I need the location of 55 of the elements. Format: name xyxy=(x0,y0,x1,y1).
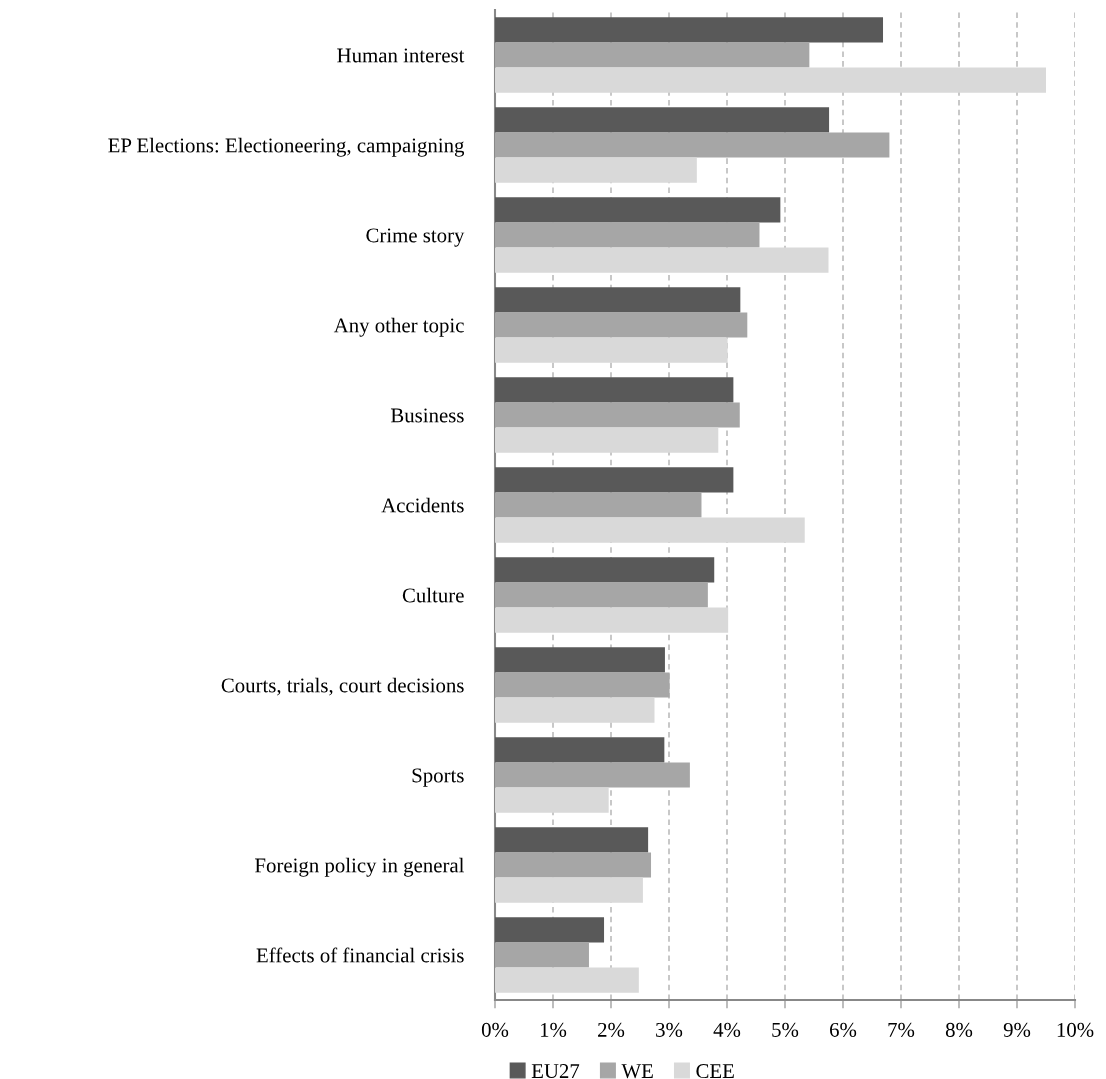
x-tick-label: 6% xyxy=(830,1022,857,1037)
bar xyxy=(495,287,741,313)
x-tick-label: 7% xyxy=(888,1022,915,1037)
x-tick-label: 3% xyxy=(656,1022,683,1037)
x-tick-label: 5% xyxy=(772,1022,799,1037)
bar xyxy=(495,647,665,673)
bar xyxy=(495,942,589,968)
y-tick-label: Crime story xyxy=(366,228,465,247)
bar xyxy=(495,492,702,518)
y-tick-label: Culture xyxy=(402,587,464,603)
y-tick-label: Human interest xyxy=(337,48,465,63)
y-tick-label: Any other topic xyxy=(333,317,464,337)
x-tick-label: 1% xyxy=(540,1022,567,1037)
bar xyxy=(495,247,829,273)
bar xyxy=(495,67,1046,93)
bar xyxy=(495,402,740,428)
bar xyxy=(495,157,697,183)
legend-label: CEE xyxy=(696,1064,734,1079)
bar xyxy=(495,17,884,43)
bar xyxy=(495,42,810,68)
bar xyxy=(495,787,609,813)
y-tick-label: Sports xyxy=(412,768,464,787)
bar xyxy=(495,852,652,878)
bar xyxy=(495,917,605,943)
bar xyxy=(495,467,734,493)
bar xyxy=(495,107,830,133)
y-tick-label: Effects of financial crisis xyxy=(256,947,464,963)
bar xyxy=(495,427,719,453)
bar xyxy=(495,312,748,338)
y-tick-label: Business xyxy=(390,408,464,423)
legend-label: WE xyxy=(621,1064,653,1079)
x-tick-label: 0% xyxy=(481,1022,509,1037)
x-tick-label: 4% xyxy=(713,1022,741,1037)
bar xyxy=(495,197,781,223)
y-tick-label: Accidents xyxy=(381,497,464,513)
x-tick-label: 10% xyxy=(1057,1022,1094,1037)
bar xyxy=(495,337,728,363)
bar xyxy=(495,877,643,903)
bar xyxy=(495,222,760,248)
x-tick-label: 8% xyxy=(945,1022,973,1037)
y-tick-label: EP Elections: Electioneering, campaigning xyxy=(108,137,465,157)
y-tick-label: Foreign policy in general xyxy=(255,857,465,877)
bar xyxy=(495,737,665,763)
bar xyxy=(495,697,655,723)
x-tick-label: 2% xyxy=(598,1022,625,1037)
bar xyxy=(495,517,805,543)
bar xyxy=(495,607,729,633)
legend-label: EU27 xyxy=(531,1064,580,1079)
y-tick-label: Courts, trials, court decisions xyxy=(221,677,464,696)
bar xyxy=(495,377,734,403)
bar xyxy=(495,827,649,853)
bar xyxy=(495,557,715,583)
bar xyxy=(495,582,708,608)
x-tick-label: 9% xyxy=(1003,1022,1031,1037)
bar xyxy=(495,967,639,993)
